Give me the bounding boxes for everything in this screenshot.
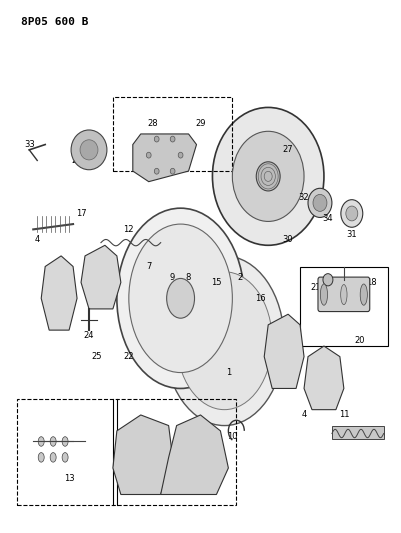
Text: 34: 34 xyxy=(323,214,333,223)
Text: 4: 4 xyxy=(34,236,40,245)
Text: 7: 7 xyxy=(146,262,152,271)
Ellipse shape xyxy=(178,152,183,158)
Ellipse shape xyxy=(71,130,107,169)
Text: 18: 18 xyxy=(367,278,377,287)
Ellipse shape xyxy=(154,136,159,142)
Text: 25: 25 xyxy=(92,352,102,361)
Text: 5: 5 xyxy=(369,426,375,435)
Text: 15: 15 xyxy=(211,278,222,287)
Ellipse shape xyxy=(146,152,151,158)
Text: 17: 17 xyxy=(76,209,86,218)
Ellipse shape xyxy=(170,136,175,142)
Ellipse shape xyxy=(50,453,56,462)
Ellipse shape xyxy=(38,453,44,462)
Text: 19: 19 xyxy=(331,278,341,287)
Polygon shape xyxy=(113,415,172,495)
Ellipse shape xyxy=(167,278,194,318)
Polygon shape xyxy=(161,415,229,495)
Text: 28: 28 xyxy=(148,119,158,128)
Ellipse shape xyxy=(213,108,324,245)
Ellipse shape xyxy=(62,437,68,446)
Polygon shape xyxy=(41,256,77,330)
Ellipse shape xyxy=(308,188,332,217)
Ellipse shape xyxy=(38,437,44,446)
Text: 12: 12 xyxy=(124,225,134,234)
Ellipse shape xyxy=(232,131,304,221)
Ellipse shape xyxy=(62,453,68,462)
Ellipse shape xyxy=(313,195,327,212)
Ellipse shape xyxy=(154,168,159,174)
Text: 9: 9 xyxy=(170,272,175,281)
Text: 30: 30 xyxy=(283,236,294,245)
Ellipse shape xyxy=(346,206,358,221)
Text: 8: 8 xyxy=(186,272,191,281)
Ellipse shape xyxy=(165,256,284,425)
Ellipse shape xyxy=(360,284,367,305)
Text: 3: 3 xyxy=(150,474,156,483)
FancyBboxPatch shape xyxy=(318,277,370,312)
Ellipse shape xyxy=(170,168,175,174)
Text: 1: 1 xyxy=(226,368,231,377)
Ellipse shape xyxy=(320,284,328,305)
Polygon shape xyxy=(304,346,344,410)
Ellipse shape xyxy=(341,285,347,305)
Ellipse shape xyxy=(176,272,272,410)
Ellipse shape xyxy=(256,162,280,191)
FancyBboxPatch shape xyxy=(332,425,384,439)
Ellipse shape xyxy=(341,200,363,227)
Ellipse shape xyxy=(323,273,333,286)
Polygon shape xyxy=(264,314,304,389)
Text: 31: 31 xyxy=(346,230,357,239)
Polygon shape xyxy=(133,134,196,182)
Text: 22: 22 xyxy=(124,352,134,361)
Text: 13: 13 xyxy=(64,474,75,483)
Ellipse shape xyxy=(129,224,232,373)
Text: 10: 10 xyxy=(227,432,238,441)
Text: 6: 6 xyxy=(286,378,291,387)
Text: 29: 29 xyxy=(195,119,206,128)
Text: 24: 24 xyxy=(84,331,94,340)
Text: 20: 20 xyxy=(354,336,365,345)
Text: 33: 33 xyxy=(24,140,34,149)
Text: 11: 11 xyxy=(338,410,349,419)
Text: 14: 14 xyxy=(44,268,55,276)
Text: 4: 4 xyxy=(302,410,307,419)
Text: 8P05 600 B: 8P05 600 B xyxy=(21,17,89,27)
Ellipse shape xyxy=(80,140,98,160)
Ellipse shape xyxy=(117,208,244,389)
Ellipse shape xyxy=(50,437,56,446)
Text: 16: 16 xyxy=(255,294,265,303)
Text: 23: 23 xyxy=(52,315,63,324)
Text: 21: 21 xyxy=(311,283,321,292)
Text: 26: 26 xyxy=(72,156,82,165)
Text: 27: 27 xyxy=(283,146,294,155)
Polygon shape xyxy=(81,245,121,309)
Text: 32: 32 xyxy=(299,193,309,202)
Text: 2: 2 xyxy=(238,272,243,281)
